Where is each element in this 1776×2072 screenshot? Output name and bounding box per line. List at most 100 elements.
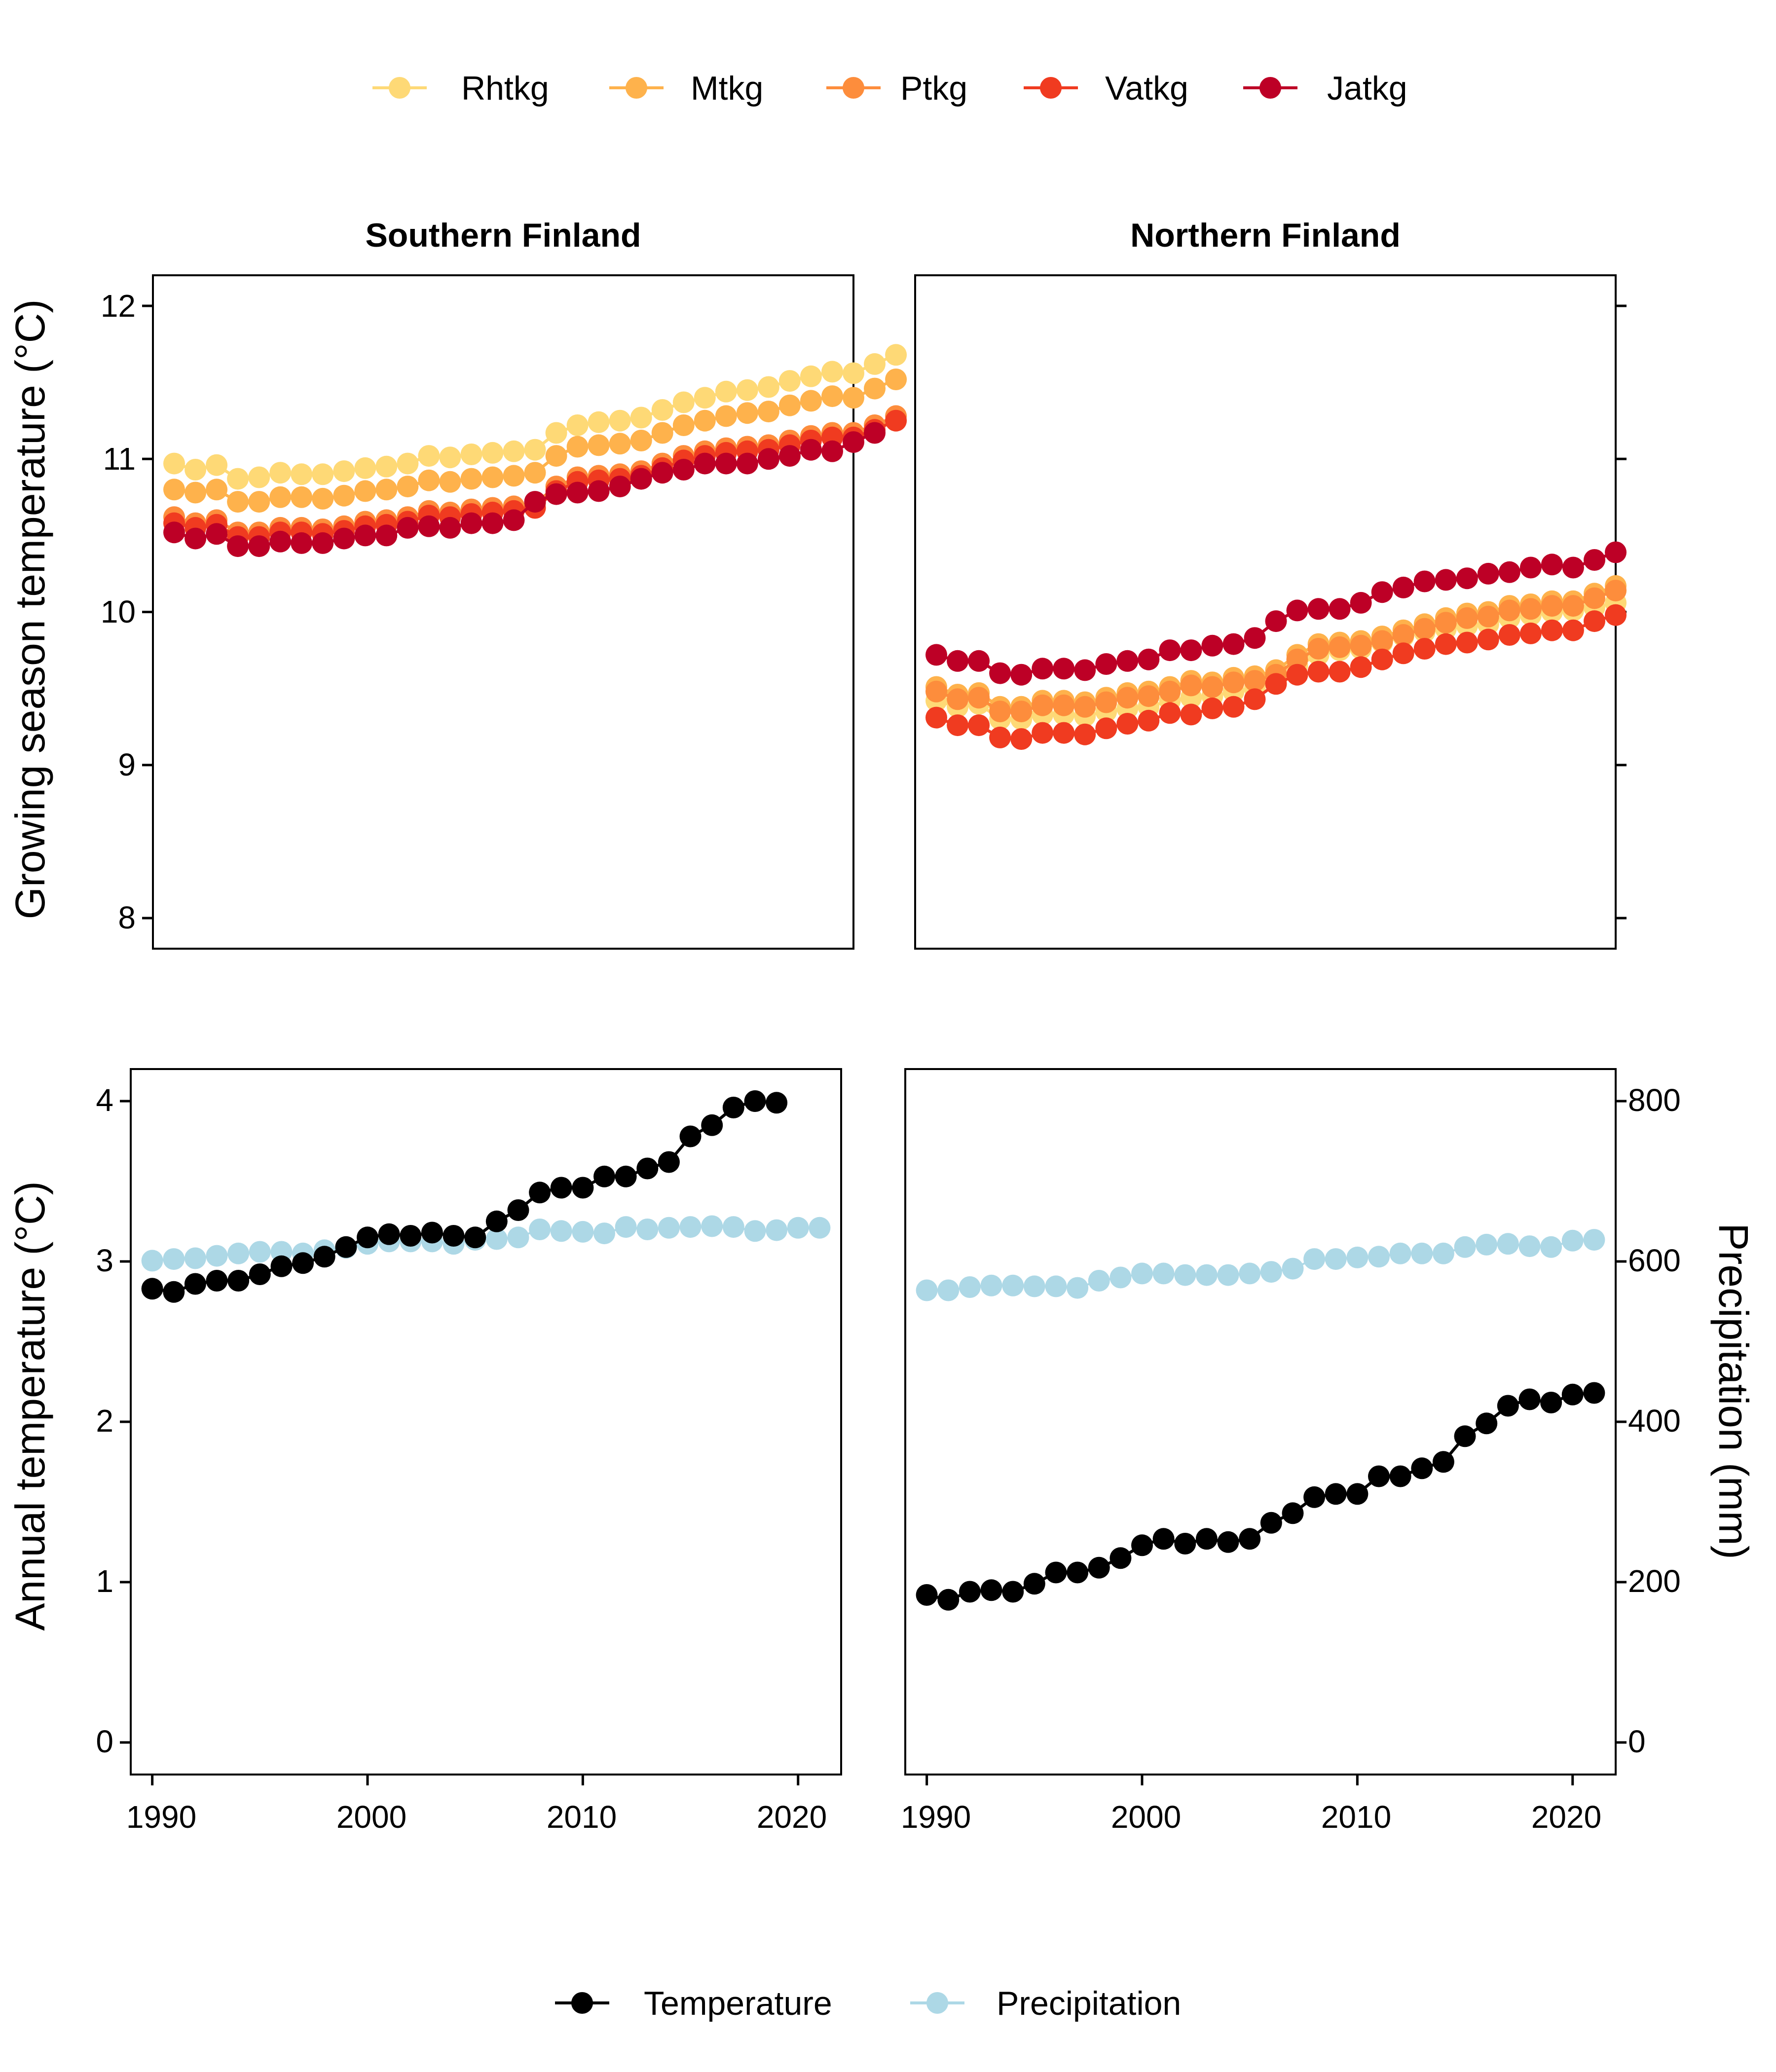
data-point-rhtkg — [291, 463, 313, 485]
y-tick-label: 1 — [96, 1563, 113, 1599]
data-point-temperature — [378, 1223, 400, 1245]
data-point-ptkg — [968, 687, 990, 709]
series-temperature — [916, 1382, 1605, 1611]
data-point-temperature — [1152, 1528, 1175, 1550]
data-point-jatkg — [1329, 598, 1351, 620]
legend-label-mtkg: Mtkg — [691, 70, 763, 107]
data-point-jatkg — [185, 527, 207, 550]
data-point-jatkg — [1519, 556, 1542, 579]
data-point-precipitation — [980, 1274, 1002, 1296]
legend-label-rhtkg: Rhtkg — [461, 70, 549, 107]
data-point-ptkg — [1222, 671, 1245, 694]
data-point-vatkg — [1371, 648, 1393, 670]
data-point-ptkg — [1498, 599, 1520, 622]
data-point-temperature — [679, 1125, 702, 1147]
data-point-ptkg — [1074, 696, 1096, 718]
data-point-temperature — [443, 1225, 465, 1247]
data-point-precipitation — [1540, 1236, 1562, 1258]
y-tick-label: 12 — [101, 288, 136, 324]
data-point-jatkg — [1435, 569, 1457, 591]
data-point-temperature — [206, 1270, 228, 1292]
data-point-ptkg — [1116, 687, 1139, 709]
data-point-ptkg — [1584, 587, 1605, 609]
data-point-rhtkg — [651, 399, 673, 421]
data-point-rhtkg — [524, 439, 546, 461]
data-point-temperature — [400, 1225, 422, 1247]
data-point-temperature — [507, 1199, 529, 1221]
data-point-ptkg — [1435, 612, 1457, 634]
data-point-precipitation — [1152, 1262, 1175, 1285]
legend-label-temperature: Temperature — [644, 1985, 832, 2022]
data-point-temperature — [722, 1097, 744, 1118]
data-point-temperature — [464, 1226, 486, 1249]
legend-marker-vatkg — [1040, 77, 1062, 99]
data-point-rhtkg — [864, 353, 886, 375]
series-precipitation — [916, 1229, 1605, 1301]
data-point-ptkg — [1456, 607, 1478, 629]
data-point-jatkg — [1413, 570, 1436, 592]
y-tick-label: 4 — [96, 1082, 113, 1118]
data-point-mtkg — [439, 471, 461, 493]
y-axis-title-annual-temperature: Annual temperature (°C) — [7, 1181, 53, 1630]
data-point-precipitation — [658, 1217, 680, 1239]
data-point-mtkg — [206, 479, 228, 501]
data-point-ptkg — [1307, 638, 1330, 660]
data-point-precipitation — [1023, 1275, 1045, 1297]
data-point-rhtkg — [630, 407, 652, 429]
y2-tick-label: 600 — [1628, 1243, 1681, 1278]
data-point-temperature — [916, 1584, 938, 1606]
data-point-ptkg — [1413, 618, 1436, 640]
data-point-temperature — [1174, 1533, 1196, 1554]
data-point-jatkg — [1265, 610, 1287, 632]
data-point-precipitation — [1260, 1261, 1282, 1283]
data-point-precipitation — [1110, 1266, 1132, 1289]
data-point-rhtkg — [609, 409, 631, 432]
data-point-vatkg — [1286, 664, 1308, 686]
x-tick-label: 1990 — [126, 1799, 196, 1835]
data-point-jatkg — [1180, 639, 1202, 662]
data-point-precipitation — [959, 1276, 981, 1298]
data-point-temperature — [636, 1157, 659, 1180]
data-point-temperature — [658, 1151, 680, 1173]
data-point-mtkg — [630, 430, 652, 451]
data-point-precipitation — [916, 1279, 938, 1301]
data-point-jatkg — [545, 483, 567, 505]
data-point-mtkg — [545, 445, 567, 467]
data-point-jatkg — [481, 512, 504, 534]
data-point-rhtkg — [227, 468, 249, 490]
panel-northern-growing-season — [914, 274, 1627, 950]
data-point-rhtkg — [333, 460, 355, 482]
data-point-rhtkg — [736, 379, 758, 401]
data-point-mtkg — [248, 491, 270, 513]
data-point-precipitation — [615, 1216, 637, 1238]
data-point-jatkg — [1159, 639, 1181, 662]
data-point-temperature — [1540, 1392, 1562, 1413]
data-point-jatkg — [1307, 598, 1330, 620]
data-point-precipitation — [701, 1215, 723, 1237]
y2-tick-label: 800 — [1628, 1082, 1681, 1118]
data-point-rhtkg — [694, 387, 716, 409]
data-point-ptkg — [1138, 685, 1160, 707]
data-point-jatkg — [1562, 556, 1584, 579]
data-point-mtkg — [864, 377, 886, 400]
data-point-temperature — [1023, 1573, 1045, 1595]
data-point-jatkg — [694, 452, 716, 475]
legend-marker-temperature — [571, 1992, 593, 2014]
panel-title-northern-finland: Northern Finland — [1130, 217, 1401, 254]
data-point-precipitation — [1217, 1264, 1239, 1286]
data-point-rhtkg — [375, 455, 398, 478]
data-point-vatkg — [1477, 629, 1499, 651]
data-point-rhtkg — [566, 414, 589, 436]
data-point-precipitation — [593, 1222, 615, 1245]
data-point-temperature — [1303, 1486, 1326, 1508]
data-point-temperature — [529, 1182, 551, 1204]
data-point-vatkg — [1053, 722, 1075, 744]
data-point-precipitation — [1131, 1262, 1153, 1285]
data-point-rhtkg — [269, 462, 292, 484]
data-point-jatkg — [968, 650, 990, 672]
y-tick-label: 3 — [96, 1243, 113, 1278]
y-tick-label: 10 — [101, 594, 136, 629]
data-point-jatkg — [989, 662, 1011, 684]
data-point-jatkg — [163, 521, 185, 544]
data-point-precipitation — [1518, 1235, 1541, 1258]
